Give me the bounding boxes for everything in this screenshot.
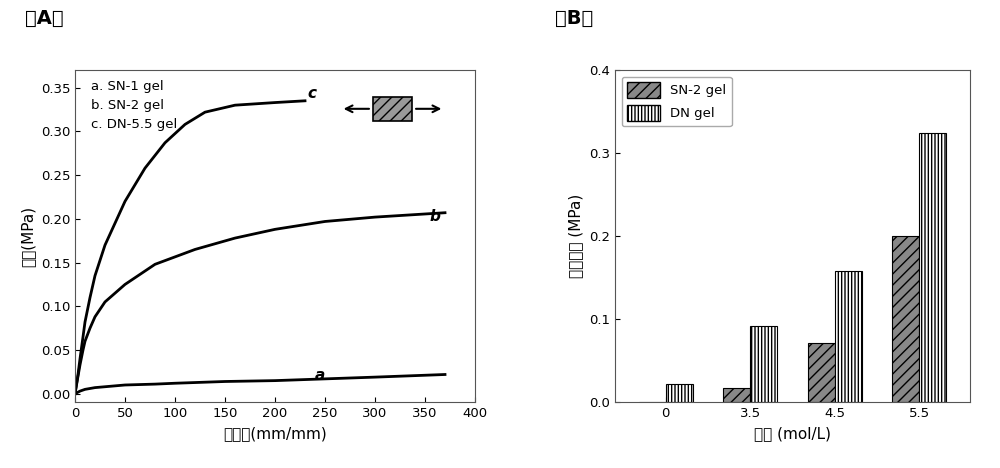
- FancyBboxPatch shape: [373, 97, 412, 121]
- Legend: SN-2 gel, DN gel: SN-2 gel, DN gel: [622, 77, 732, 126]
- Text: a. SN-1 gel
b. SN-2 gel
c. DN-5.5 gel: a. SN-1 gel b. SN-2 gel c. DN-5.5 gel: [91, 80, 177, 131]
- Bar: [666, 384, 693, 402]
- Y-axis label: 压强(MPa): 压强(MPa): [20, 206, 35, 267]
- Text: a: a: [315, 368, 325, 383]
- Text: b: b: [430, 209, 441, 224]
- Text: （B）: （B）: [555, 9, 593, 29]
- Bar: [750, 326, 777, 402]
- Bar: [808, 343, 835, 402]
- Bar: [835, 271, 862, 402]
- X-axis label: 浓度 (mol/L): 浓度 (mol/L): [754, 426, 831, 441]
- Text: c: c: [307, 86, 316, 101]
- Bar: [919, 132, 946, 402]
- Text: （A）: （A）: [25, 9, 64, 29]
- Bar: [892, 236, 919, 402]
- Bar: [723, 388, 750, 402]
- Y-axis label: 抗拉强度 (MPa): 抗拉强度 (MPa): [569, 194, 584, 278]
- X-axis label: 拉伸率(mm/mm): 拉伸率(mm/mm): [223, 426, 327, 441]
